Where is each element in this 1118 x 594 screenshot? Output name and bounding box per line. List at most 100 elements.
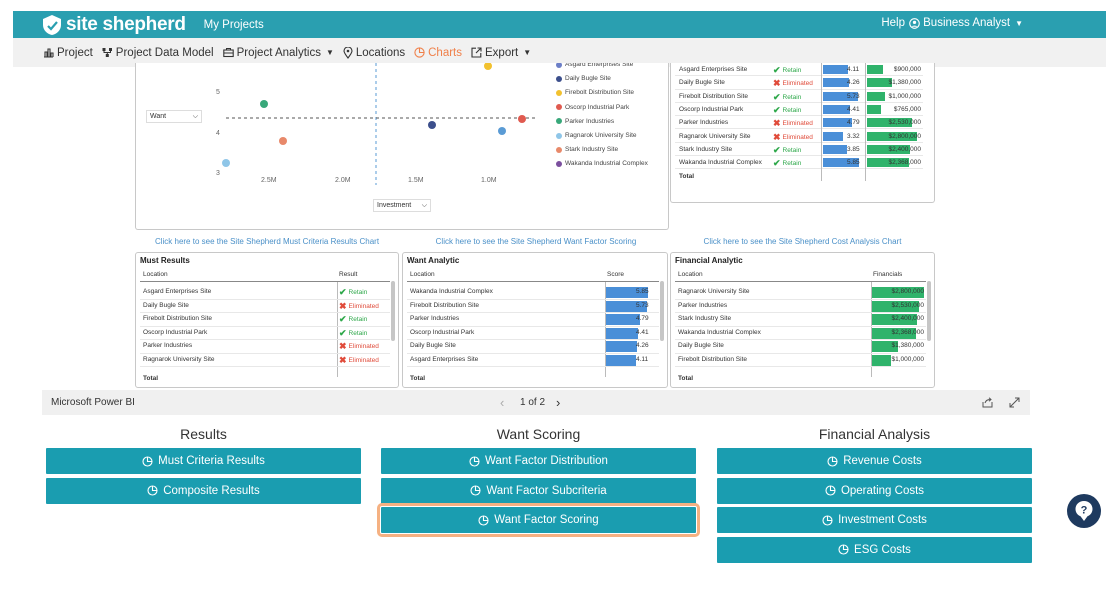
chart-button-operating-costs[interactable]: Operating Costs [717,477,1032,504]
legend-item[interactable]: Parker Industries [556,118,614,125]
must-results-panel: Must Results Location Result Asgard Enterp… [135,252,399,388]
nav-project-data-model[interactable]: Project Data Model [102,38,214,67]
fullscreen-icon[interactable] [1009,397,1020,408]
column-header-location[interactable]: Location [410,271,435,278]
table-divider [605,282,606,377]
table-row: Parker Industries ✖ Eliminated 4.79 $2,530,0… [675,116,923,130]
legend-item[interactable]: Wakanda Industrial Complex [556,160,648,167]
result-cell: ✔ Retain [773,158,801,169]
score-bar [606,327,638,339]
nav-export[interactable]: Export ▼ [471,38,531,67]
table-row: Parker Industries ✖ Eliminated [140,340,390,354]
power-bi-report: 5 4 3 2.5M 2.0M 1.5M 1.0M Want ⌵ Investme… [42,63,1030,415]
scatter-panel: 5 4 3 2.5M 2.0M 1.5M 1.0M Want ⌵ Investme… [135,63,669,230]
button-label: Must Criteria Results [158,455,265,467]
table-row: Ragnarok University Site ✖ Eliminated [140,354,390,367]
nav-label: Project Analytics [236,46,321,59]
panel-title: Want Analytic [407,256,460,265]
point-firebolt [484,63,492,70]
want-factor-link[interactable]: Click here to see the Site Shepherd Want… [435,237,637,246]
column-header-value[interactable]: Result [339,271,358,278]
chart-button-investment-costs[interactable]: Investment Costs [717,507,1032,533]
chart-button-want-factor-scoring[interactable]: Want Factor Scoring [377,503,700,537]
result-label: Retain [782,106,802,114]
chart-button-want-factor-subcriteria[interactable]: Want Factor Subcriteria [381,477,696,504]
table-header: Location Financials [675,269,926,282]
button-label: Want Factor Subcriteria [486,484,607,497]
legend-item[interactable]: Daily Bugle Site [556,75,611,82]
check-icon: ✔ [773,65,781,75]
scrollbar[interactable] [927,281,931,341]
nav-locations[interactable]: Locations [343,38,405,67]
score-bar [606,341,637,352]
logo[interactable]: site shepherd [41,14,186,36]
location-cell: Oscorp Industrial Park [143,328,208,336]
button-label: Operating Costs [840,484,925,497]
pie-chart-icon [827,455,838,467]
nav-project[interactable]: Project [43,38,93,67]
user-menu[interactable]: Business Analyst ▼ [909,17,1023,29]
x-axis-selector[interactable]: Investment ⌵ [373,199,431,212]
location-cell: Firebolt Distribution Site [679,92,748,100]
table-header: Location Result [140,269,390,282]
check-icon: ✔ [339,314,347,324]
result-cell: ✔ Retain [773,65,801,76]
location-cell: Asgard Enterprises Site [143,288,212,295]
table-row: Oscorp Industrial Park 4.41 [407,327,659,340]
chevron-down-icon: ▼ [1015,18,1023,28]
scrollbar[interactable] [391,281,395,341]
nav-project-analytics[interactable]: Project Analytics ▼ [222,38,334,67]
location-cell: Firebolt Distribution Site [410,301,479,309]
location-cell: Firebolt Distribution Site [678,355,747,363]
table-row: Stark Industry Site $2,400,000 [675,313,926,327]
table-row: Parker Industries 4.79 [407,313,659,327]
bar-chart-icon [44,48,54,58]
share-icon[interactable] [982,397,993,408]
button-label: Composite Results [163,484,260,497]
table-row: Ragnarok University Site $2,800,000 [675,286,926,300]
table-divider [865,63,866,181]
legend-dot [556,104,562,111]
result-label: Retain [782,160,802,168]
my-projects-link[interactable]: My Projects [203,18,264,31]
result-wrap: ✖ Eliminated [339,341,379,352]
legend-item[interactable]: Asgard Enterprises Site [556,63,633,68]
cost-analysis-link[interactable]: Click here to see the Site Shepherd Cost… [703,237,902,246]
y-axis-selector[interactable]: Want ⌵ [146,110,202,123]
financial-bar [872,300,919,312]
pie-chart-icon [469,455,480,467]
financial-value: $2,800,000 [891,288,924,295]
column-header-location[interactable]: Location [678,271,703,278]
financial-value: $2,368,000 [891,328,924,336]
legend-item[interactable]: Oscorp Industrial Park [556,104,629,111]
point-oscorp [518,115,526,123]
chart-button-must-criteria-results[interactable]: Must Criteria Results [46,448,361,474]
chart-button-revenue-costs[interactable]: Revenue Costs [717,448,1032,474]
legend-item[interactable]: Ragnarok University Site [556,132,637,139]
column-header-location[interactable]: Location [143,271,168,278]
legend-item[interactable]: Stark Industry Site [556,146,618,153]
chart-button-want-factor-distribution[interactable]: Want Factor Distribution [381,448,696,474]
next-page-icon[interactable]: › [556,395,561,410]
help-link[interactable]: Help [881,17,905,29]
must-criteria-link[interactable]: Click here to see the Site Shepherd Must… [154,237,380,246]
result-cell: ✔ Retain [773,92,801,103]
button-label: Want Factor Scoring [494,514,599,526]
chart-button-composite-results[interactable]: Composite Results [46,477,361,504]
prev-page-icon[interactable]: ‹ [500,395,505,410]
summary-table: Asgard Enterprises Site ✔ Retain 4.11 $900,0… [671,63,934,202]
scatter-chart: 5 4 3 2.5M 2.0M 1.5M 1.0M [216,63,536,185]
score-value: 5.85 [636,288,649,295]
financial-bar [872,327,916,339]
help-fab-button[interactable]: ? [1067,494,1101,528]
scrollbar[interactable] [660,281,664,341]
legend-item[interactable]: Firebolt Distribution Site [556,89,634,96]
column-header-value[interactable]: Financials [873,271,903,278]
chart-button-esg-costs[interactable]: ESG Costs [717,536,1032,563]
column-header-value[interactable]: Score [607,271,624,278]
financial-analytic-panel: Financial Analytic Location Financials Rag… [670,252,935,388]
table-row: Firebolt Distribution Site ✔ Retain 5.73 $1,… [675,90,923,103]
financial-section-title: Financial Analysis [818,426,931,442]
button-label: ESG Costs [854,543,911,556]
financial-value: $2,530,000 [888,119,921,127]
